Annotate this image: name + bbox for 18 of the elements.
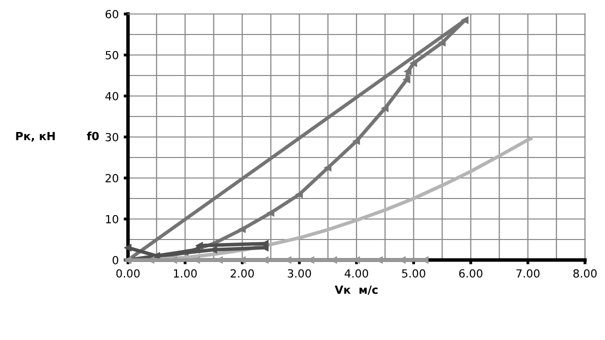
x-tick-label: 0.00 <box>116 269 140 278</box>
y-axis-title: Рк, кН f0 <box>16 132 99 142</box>
x-tick-label: 7.00 <box>516 269 540 278</box>
y-tick-label: 30 <box>106 132 118 142</box>
y-tick-label: 50 <box>106 50 118 60</box>
x-tick-label: 1.00 <box>174 269 197 278</box>
x-tick-label: 6.00 <box>459 269 482 278</box>
y-tick-label: 60 <box>106 10 118 18</box>
x-tick-label: 8.00 <box>573 269 597 278</box>
y-tick-label: 10 <box>106 214 118 224</box>
y-tick-label: 0 <box>112 256 118 264</box>
x-tick-label: 5.00 <box>402 269 426 278</box>
y-tick-label: 40 <box>105 92 118 100</box>
x-axis-title: Vк м/с <box>334 286 378 295</box>
x-tick-label: 4.00 <box>344 269 368 278</box>
x-tick-label: 2.00 <box>230 269 254 278</box>
y-tick-label: 20 <box>106 174 118 182</box>
x-tick-label: 3.00 <box>288 269 312 278</box>
